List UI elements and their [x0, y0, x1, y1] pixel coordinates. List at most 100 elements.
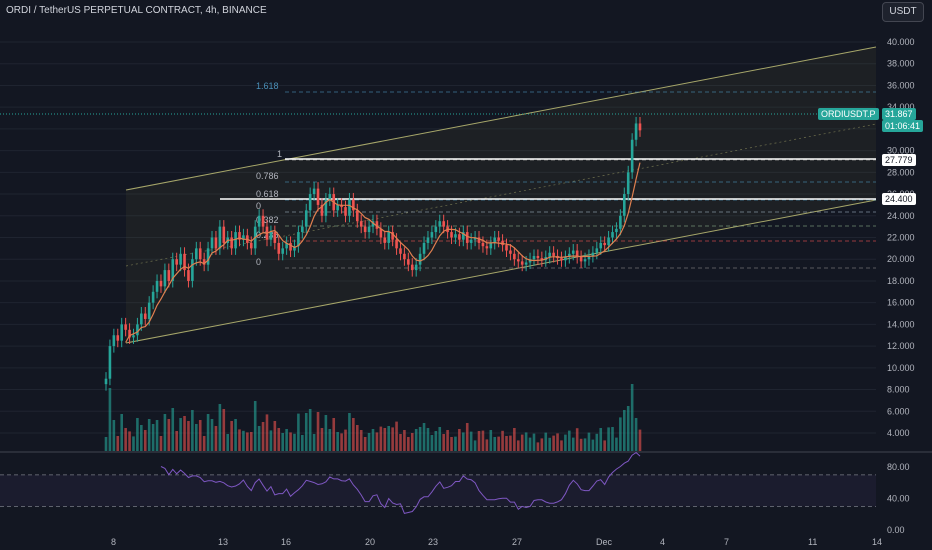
candle-body [638, 123, 642, 131]
candle-body [191, 259, 194, 281]
volume-bar [399, 434, 402, 452]
candle-body [328, 194, 332, 200]
volume-bar [230, 421, 233, 452]
volume-bar [261, 422, 265, 452]
volume-bar [269, 430, 273, 452]
fib-label: 0 [256, 201, 261, 211]
candle-body [344, 207, 347, 216]
candle-body [147, 302, 151, 319]
candle-body [198, 248, 202, 260]
volume-bar [438, 427, 442, 452]
candle-body [599, 242, 603, 249]
volume-bar [509, 435, 512, 452]
candle-body [187, 270, 190, 281]
candle-body [359, 221, 363, 227]
volume-bar [191, 410, 194, 452]
candle-body [171, 259, 175, 281]
fib-label: 0 [256, 257, 261, 267]
candle-body [367, 226, 371, 233]
price-tick-label: 30.000 [887, 146, 915, 156]
volume-bar [328, 429, 332, 452]
volume-bar [497, 436, 500, 452]
candle-body [348, 199, 351, 216]
time-tick-label: 4 [660, 537, 665, 547]
volume-bar [163, 414, 167, 452]
candle-body [630, 139, 634, 173]
volume-bar [253, 401, 257, 452]
volume-bar [516, 440, 520, 452]
candle-body [387, 232, 391, 243]
candle-body [112, 335, 116, 347]
candle-body [379, 228, 383, 238]
candle-body [355, 210, 359, 222]
candle-body [462, 232, 465, 240]
volume-bar [226, 434, 230, 452]
candle-body [595, 248, 599, 253]
candle-body [520, 261, 524, 265]
volume-bar [143, 430, 147, 452]
candle-body [532, 255, 536, 260]
volume-bar [151, 424, 155, 452]
currency-button[interactable]: USDT [882, 2, 924, 22]
candle-body [607, 237, 610, 246]
volume-bar [407, 437, 410, 452]
volume-bar [301, 435, 304, 452]
candle-body [183, 253, 186, 271]
volume-bar [383, 428, 387, 452]
volume-bar [340, 433, 343, 452]
price-tick-label: 14.000 [887, 319, 915, 329]
candle-body [516, 259, 520, 262]
volume-bar [238, 429, 241, 452]
volume-bar [155, 420, 159, 452]
volume-bar [234, 419, 237, 452]
volume-bar [568, 430, 571, 452]
candle-body [391, 232, 394, 240]
candle-body [230, 237, 233, 249]
price-tick-label: 18.000 [887, 276, 915, 286]
candle-body [273, 232, 277, 243]
candle-body [418, 253, 422, 265]
volume-bar [520, 434, 524, 452]
candle-body [622, 194, 626, 216]
channel-mid-line [125, 123, 877, 267]
chart-title: ORDI / TetherUS PERPETUAL CONTRACT, 4h, … [6, 5, 267, 16]
volume-bar [308, 409, 312, 452]
time-tick-label: 14 [872, 537, 882, 547]
candle-body [206, 248, 210, 265]
volume-bar [619, 417, 622, 452]
candle-body [410, 264, 414, 271]
volume-bar [249, 432, 253, 452]
volume-bar [222, 409, 226, 452]
volume-bar [513, 428, 516, 452]
volume-bar [450, 437, 453, 452]
candle-body [116, 335, 120, 341]
time-tick-label: 23 [428, 537, 438, 547]
candle-body [340, 204, 343, 208]
volume-bar [375, 432, 379, 452]
candle-body [371, 221, 375, 227]
price-tick-label: 34.000 [887, 102, 915, 112]
candle-body [214, 237, 218, 249]
candle-body [568, 253, 571, 258]
volume-bar [179, 418, 182, 452]
volume-bar [571, 437, 575, 452]
volume-bar [414, 429, 418, 452]
rsi-band [0, 474, 876, 507]
volume-bar [489, 430, 493, 452]
candle-body [454, 234, 457, 238]
candle-body [202, 259, 206, 265]
candle-body [395, 239, 398, 249]
candle-body [403, 253, 406, 260]
volume-bar [481, 430, 485, 452]
volume-bar [352, 418, 355, 452]
volume-bar [348, 413, 351, 452]
candle-body [579, 257, 583, 262]
candle-body [489, 242, 493, 249]
candle-body [615, 228, 618, 233]
volume-bar [297, 413, 300, 452]
candle-body [363, 226, 367, 233]
candle-body [316, 188, 320, 205]
candle-body [269, 232, 273, 240]
volume-bar [210, 419, 214, 452]
